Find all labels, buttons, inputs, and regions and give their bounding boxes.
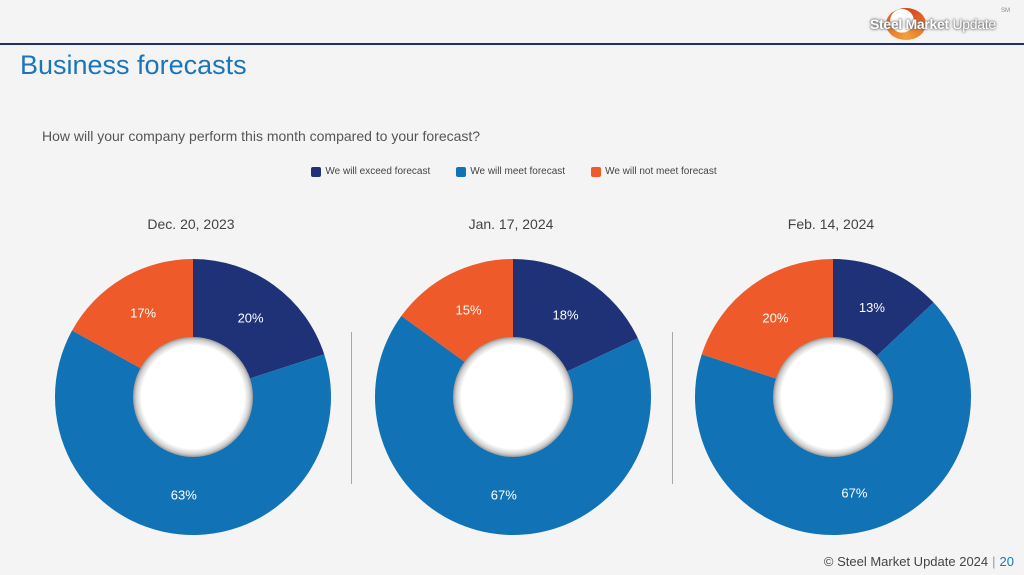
donut-slice-not-meet [72, 259, 193, 370]
brand-logo: Steel Market Update SM [860, 6, 1010, 40]
donut-slice-meet [695, 302, 971, 535]
donut-slice-meet [54, 330, 331, 535]
footer-separator: | [992, 554, 996, 569]
logo-text: Steel Market Update [870, 16, 996, 32]
donut-chart-dec: 20% 63% 17% [54, 259, 331, 535]
legend-swatch [311, 166, 322, 177]
legend-swatch [591, 166, 602, 177]
legend-label: We will meet forecast [470, 166, 566, 177]
donut-slice-meet [375, 315, 651, 535]
donut-hole [453, 337, 573, 457]
logo-trademark: SM [1001, 8, 1010, 14]
footer-copyright: © Steel Market Update 2024 [823, 554, 989, 569]
chart-legend: We will exceed forecast We will meet for… [0, 166, 1024, 177]
slice-label-meet: 67% [491, 488, 517, 503]
page-title: Business forecasts [20, 50, 247, 80]
page-number: 20 [999, 554, 1014, 569]
donut-chart-jan: 18% 67% 15% [375, 259, 651, 535]
slice-label-not-meet: 17% [130, 306, 156, 321]
logo-swoosh-icon [886, 8, 926, 40]
chart-title-feb: Feb. 14, 2024 [787, 216, 875, 232]
survey-question: How will your company perform this month… [42, 128, 481, 144]
donut-slice-not-meet [401, 259, 513, 363]
chart-divider [672, 332, 673, 484]
legend-label: We will exceed forecast [325, 166, 431, 177]
chart-title-jan: Jan. 17, 2024 [468, 216, 554, 232]
legend-label: We will not meet forecast [605, 166, 717, 177]
donut-chart-feb: 13% 67% 20% [695, 259, 971, 535]
donut-hole [133, 337, 253, 457]
slice-label-exceed: 18% [552, 307, 578, 322]
donut-slice-exceed [833, 259, 934, 358]
legend-swatch [456, 166, 467, 177]
donut-slice-exceed [513, 259, 638, 373]
slice-label-not-meet: 15% [455, 303, 481, 318]
legend-item-not-meet: We will not meet forecast [591, 166, 717, 177]
footer: © Steel Market Update 2024 | 20 [824, 554, 1014, 569]
legend-item-meet: We will meet forecast [456, 166, 565, 177]
slice-label-meet: 63% [171, 488, 197, 503]
slice-label-exceed: 13% [859, 300, 885, 315]
slice-label-meet: 67% [841, 486, 867, 501]
slice-label-exceed: 20% [238, 311, 264, 326]
chart-title-dec: Dec. 20, 2023 [147, 216, 235, 232]
header-rule [0, 43, 1024, 45]
chart-divider [351, 332, 352, 484]
slice-label-not-meet: 20% [762, 311, 788, 326]
legend-item-exceed: We will exceed forecast [311, 166, 430, 177]
donut-hole [773, 337, 893, 457]
